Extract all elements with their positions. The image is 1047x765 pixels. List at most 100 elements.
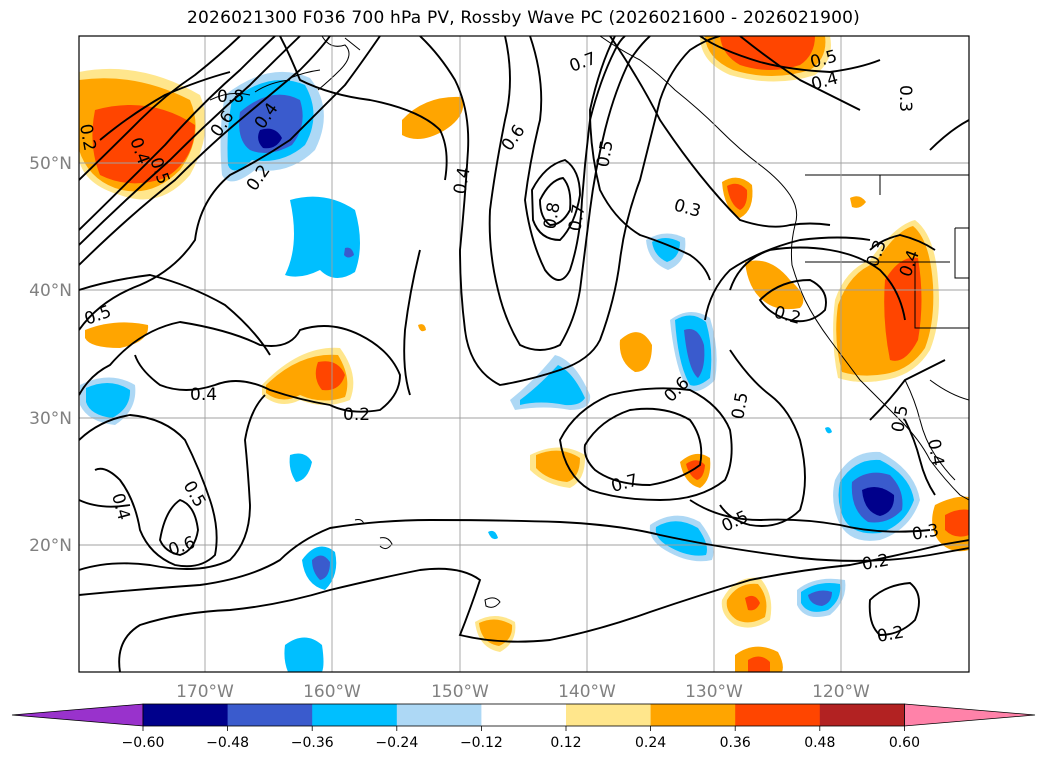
colorbar-segment [312,704,398,726]
contour-label: 0.2 [75,122,99,152]
pv-contour [79,499,131,508]
colorbar-border [142,703,905,727]
colorbar-segment [650,704,736,726]
pv-contour [704,236,871,321]
positive-anomaly [745,260,804,310]
colorbar-label: −0.36 [291,735,334,751]
contour-label: 0.7 [565,203,589,233]
pv-contour [689,499,931,533]
negative-anomaly [284,637,324,672]
pv-contour [869,359,946,421]
pv-contours [79,36,969,672]
colorbar-segment [481,704,567,726]
negative-anomaly [312,555,330,580]
negative-anomaly [285,196,360,279]
positive-anomaly [850,196,866,208]
negative-anomaly [488,530,498,540]
contour-label: 0.8 [217,87,244,107]
colorbar-label: −0.12 [460,735,503,751]
map-border [78,35,970,673]
negative-anomaly [808,590,832,606]
pv-contour [589,36,711,281]
lat-label: 40°N [29,281,72,301]
pv-contour [79,519,969,596]
pv-contour [118,539,969,672]
negative-anomaly [258,128,282,149]
negative-anomaly [652,238,680,262]
pv-contour [531,158,581,241]
contour-label: 0.2 [860,551,890,575]
negative-anomaly [862,486,895,516]
pv-contour [79,394,266,571]
lon-label: 130°W [685,682,743,702]
negative-anomaly [520,365,585,406]
lat-label: 30°N [29,409,72,429]
pv-contour [99,71,231,141]
map-title: 2026021300 F036 700 hPa PV, Rossby Wave … [187,8,860,28]
pv-contour [419,36,721,386]
pv-contour [929,119,969,151]
positive-anomaly [720,36,815,70]
negative-anomaly [684,329,705,378]
pv-contour [79,321,401,413]
positive-anomaly [315,361,345,391]
contour-label: 0.3 [895,85,915,112]
pv-contour [869,234,936,251]
negative-anomaly [825,427,832,434]
baja-coast [904,379,956,481]
lon-label: 170°W [176,682,234,702]
colorbar-label: 0.24 [635,735,666,751]
contour-label: 0.4 [923,437,947,467]
positive-anomaly [619,332,652,372]
colorbar-label: −0.24 [375,735,418,751]
pv-contour [79,36,241,181]
colorbar-segment [396,704,482,726]
pv-contour [559,387,733,501]
anomaly-fills [79,36,969,672]
contour-label: 0.3 [910,521,940,545]
pv-contour [539,176,572,226]
map-panel: 0.8 0.6 0.4 0.2 0.2 0.4 0.5 0.4 0.5 0.6 … [75,36,969,672]
contour-label: 0.4 [450,166,474,196]
negative-anomaly [344,247,354,258]
colorbar-segment [735,704,821,726]
lon-label: 160°W [303,682,361,702]
contour-label: 0.8 [540,201,564,231]
pv-contour [79,36,276,231]
gridlines [79,36,969,672]
mexico-coast [929,379,969,401]
pv-contour [134,354,331,406]
pv-contour [583,407,703,486]
lon-label: 150°W [431,682,489,702]
contour-label: 0.5 [888,404,912,434]
colorbar-segment [819,704,905,726]
colorbar-segment [227,704,313,726]
pv-contour [868,582,920,636]
pv-contour [403,249,421,396]
colorbar-segment [143,704,229,726]
latitude-labels: 50°N 40°N 30°N 20°N [29,154,72,556]
negative-anomaly [289,453,312,482]
pv-contour [488,36,651,351]
colorbar-segment [566,704,652,726]
pv-contour [79,274,271,356]
pv-contour [159,498,199,556]
positive-anomaly [727,183,748,210]
positive-anomaly [745,595,760,611]
pv-contour [79,36,301,246]
longitude-labels: 170°W 160°W 150°W 140°W 130°W 120°W [176,682,870,702]
negative-anomaly [239,94,303,154]
lon-label: 140°W [558,682,616,702]
negative-anomaly [86,382,131,418]
colorbar-label: −0.60 [122,735,165,751]
state-border [805,174,969,329]
pv-contour [79,36,331,266]
pv-contour [79,414,218,568]
colorbar-label: 0.60 [889,735,920,751]
colorbar-extend-max [904,703,1036,727]
positive-anomaly [748,656,770,672]
coastlines [209,36,969,608]
colorbar-label: 0.48 [804,735,835,751]
contour-label: 0.5 [593,139,617,169]
pv-contour [739,36,861,111]
